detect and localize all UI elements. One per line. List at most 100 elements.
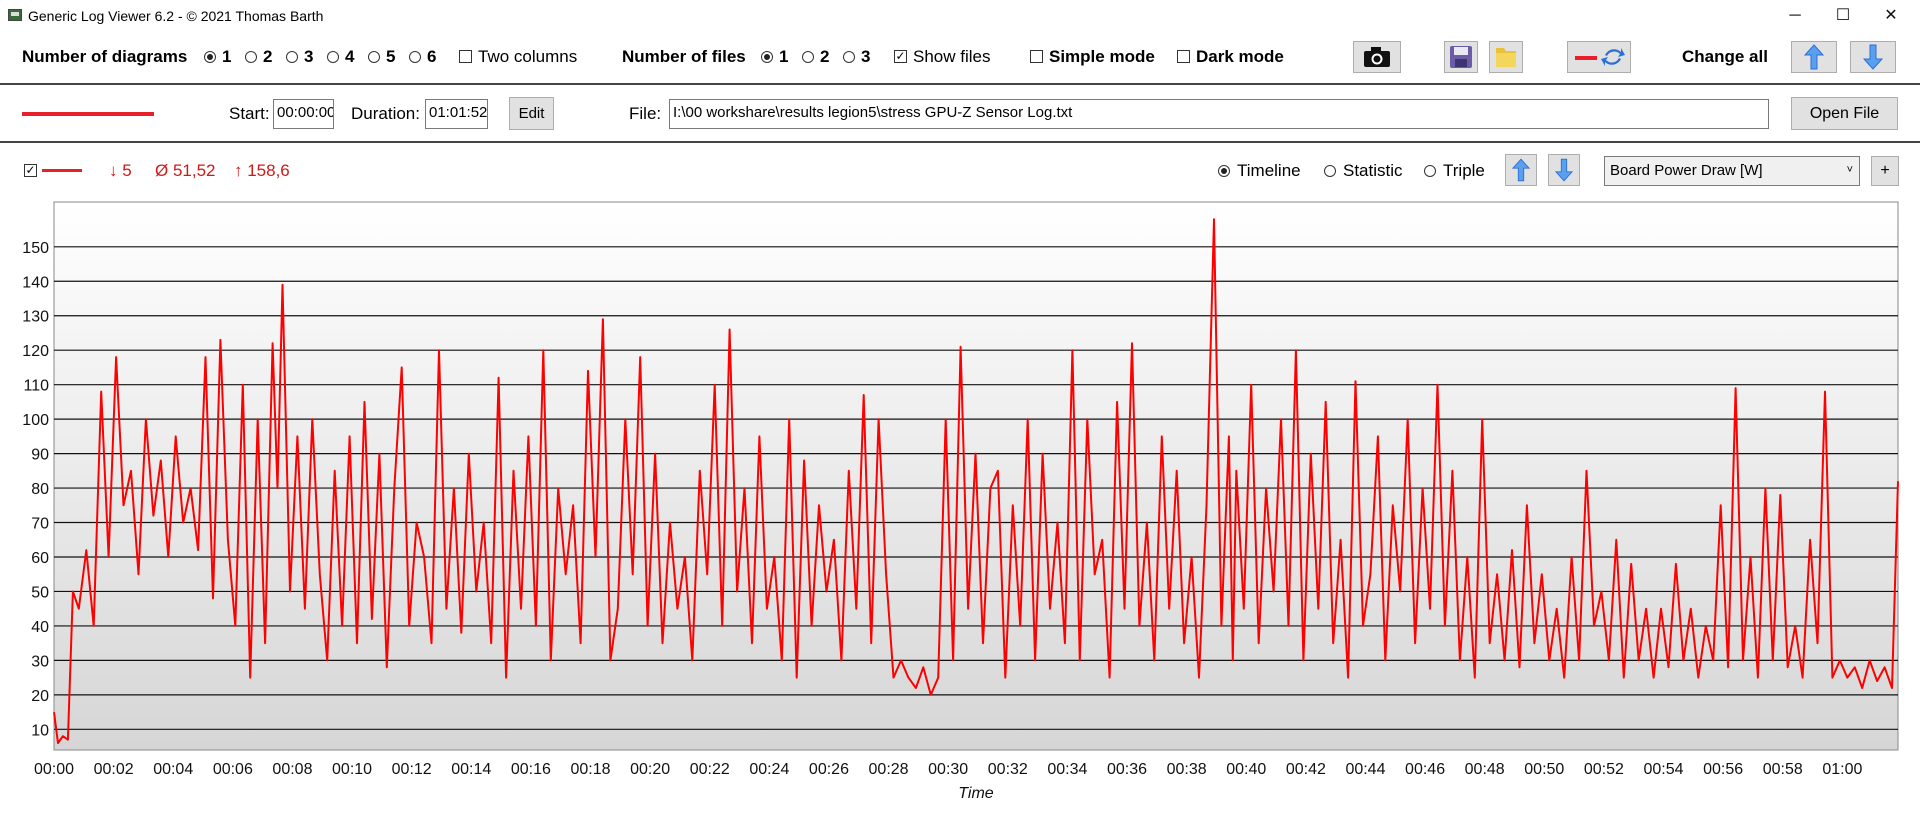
arrow-up-icon <box>1511 158 1531 182</box>
view-radio-timeline[interactable] <box>1218 165 1230 177</box>
x-tick-label: 00:38 <box>1167 761 1207 778</box>
line-color-icon <box>1575 56 1597 60</box>
x-tick-label: 00:28 <box>869 761 909 778</box>
diagrams-option-1: 1 <box>222 47 232 66</box>
view-radio-triple[interactable] <box>1424 165 1436 177</box>
y-tick-label: 30 <box>31 653 49 670</box>
x-tick-label: 00:16 <box>511 761 551 778</box>
change-all-label: Change all <box>1682 47 1768 66</box>
y-tick-label: 20 <box>31 688 49 705</box>
x-tick-label: 00:30 <box>928 761 968 778</box>
edit-button[interactable]: Edit <box>509 97 554 130</box>
diagrams-radio-5[interactable] <box>368 51 380 63</box>
diagram-up-button[interactable] <box>1505 154 1537 186</box>
diagrams-option-6: 6 <box>427 47 437 66</box>
x-tick-label: 00:10 <box>332 761 372 778</box>
show-files-label: Show files <box>913 47 991 66</box>
diagrams-label: Number of diagrams <box>22 47 188 66</box>
grid-lines <box>54 246 1898 730</box>
dark-mode-checkbox[interactable] <box>1177 50 1190 63</box>
x-tick-label: 00:44 <box>1345 761 1385 778</box>
series-line-board-power <box>53 218 1899 745</box>
files-label: Number of files <box>622 47 746 66</box>
line-color-swap-button[interactable] <box>1567 41 1631 73</box>
window-title: Generic Log Viewer 6.2 - © 2021 Thomas B… <box>28 8 324 24</box>
x-tick-label: 00:46 <box>1405 761 1445 778</box>
view-option-statistic: Statistic <box>1343 161 1403 180</box>
diagram-header: ✓ ↓ 5 Ø 51,52 ↑ 158,6 Timeline Statistic… <box>0 144 1920 190</box>
files-radio-1[interactable] <box>761 51 773 63</box>
two-columns-checkbox[interactable] <box>459 50 472 63</box>
add-sensor-button[interactable]: + <box>1871 156 1899 186</box>
diagrams-option-3: 3 <box>304 47 314 66</box>
diagrams-radio-3[interactable] <box>286 51 298 63</box>
min-value: ↓ 5 <box>109 161 132 180</box>
open-file-button[interactable]: Open File <box>1791 97 1898 130</box>
minimize-button[interactable]: ─ <box>1789 7 1801 24</box>
series-visible-checkbox[interactable]: ✓ <box>24 163 37 177</box>
view-radio-statistic[interactable] <box>1324 165 1336 177</box>
show-files-checkbox[interactable]: ✓ <box>894 49 907 63</box>
save-button[interactable] <box>1444 41 1478 73</box>
series-color-swatch[interactable] <box>42 169 82 172</box>
x-tick-label: 00:02 <box>94 761 134 778</box>
y-tick-label: 10 <box>31 722 49 739</box>
y-tick-label: 60 <box>31 550 49 567</box>
files-option-2: 2 <box>820 47 830 66</box>
change-all-up-button[interactable] <box>1791 41 1837 73</box>
x-tick-label: 00:58 <box>1763 761 1803 778</box>
diagram-down-button[interactable] <box>1548 154 1580 186</box>
change-all-down-button[interactable] <box>1850 41 1896 73</box>
view-option-triple: Triple <box>1443 161 1485 180</box>
diagrams-radio-2[interactable] <box>245 51 257 63</box>
max-value: ↑ 158,6 <box>234 161 290 180</box>
files-radio-2[interactable] <box>802 51 814 63</box>
files-option-3: 3 <box>861 47 871 66</box>
x-tick-label: 00:48 <box>1465 761 1505 778</box>
swap-icon <box>1601 48 1625 66</box>
open-folder-button[interactable] <box>1489 41 1523 73</box>
x-tick-label: 00:20 <box>630 761 670 778</box>
y-tick-label: 120 <box>22 343 49 360</box>
duration-input[interactable]: 01:01:52 <box>425 99 488 129</box>
series-group <box>53 218 1899 745</box>
dark-mode-label: Dark mode <box>1196 47 1284 66</box>
x-tick-label: 00:18 <box>570 761 610 778</box>
diagrams-radio-6[interactable] <box>409 51 421 63</box>
app-icon <box>8 9 22 21</box>
avg-value: Ø 51,52 <box>155 161 216 180</box>
diagrams-radio-1[interactable] <box>204 51 216 63</box>
simple-mode-checkbox[interactable] <box>1030 50 1043 63</box>
arrow-down-icon <box>1862 44 1884 70</box>
screenshot-button[interactable] <box>1353 41 1401 73</box>
y-tick-label: 70 <box>31 516 49 533</box>
y-tick-label: 50 <box>31 584 49 601</box>
arrow-down-icon <box>1554 158 1574 182</box>
file-path-input[interactable]: I:\00 workshare\results legion5\stress G… <box>669 99 1769 129</box>
chevron-down-icon: ˅ <box>1846 164 1853 176</box>
sensor-select[interactable]: Board Power Draw [W] ˅ <box>1604 156 1860 186</box>
x-tick-label: 00:26 <box>809 761 849 778</box>
view-option-timeline: Timeline <box>1237 161 1301 180</box>
close-button[interactable]: ✕ <box>1884 7 1898 24</box>
y-tick-label: 130 <box>22 309 49 326</box>
files-radio-3[interactable] <box>843 51 855 63</box>
maximize-button[interactable]: ☐ <box>1835 7 1851 24</box>
x-tick-label: 00:08 <box>272 761 312 778</box>
x-tick-label: 00:06 <box>213 761 253 778</box>
x-tick-label: 00:42 <box>1286 761 1326 778</box>
file-line-color-swatch[interactable] <box>22 112 154 116</box>
diagrams-radio-4[interactable] <box>327 51 339 63</box>
diagrams-option-5: 5 <box>386 47 396 66</box>
x-tick-label: 00:34 <box>1047 761 1087 778</box>
x-tick-label: 00:04 <box>153 761 193 778</box>
y-tick-label: 100 <box>22 412 49 429</box>
x-tick-label: 00:52 <box>1584 761 1624 778</box>
y-tick-label: 80 <box>31 481 49 498</box>
y-tick-label: 140 <box>22 274 49 291</box>
x-axis-title: Time <box>958 785 994 802</box>
diagrams-option-4: 4 <box>345 47 355 66</box>
x-tick-label: 00:12 <box>392 761 432 778</box>
start-input[interactable]: 00:00:00 <box>273 99 334 129</box>
diagrams-option-2: 2 <box>263 47 273 66</box>
